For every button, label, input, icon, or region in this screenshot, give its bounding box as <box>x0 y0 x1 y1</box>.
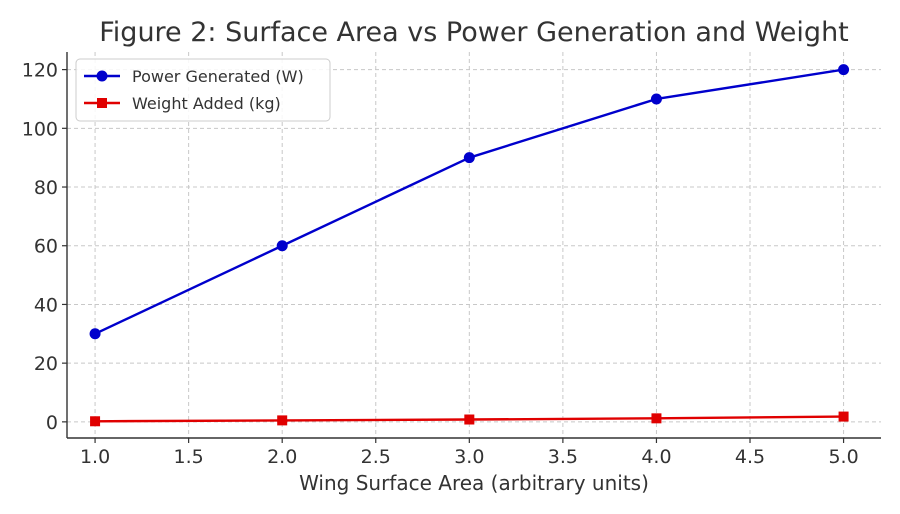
x-tick-label: 4.0 <box>641 446 671 468</box>
x-tick-label: 1.0 <box>80 446 110 468</box>
x-ticks: 1.0 1.5 2.0 2.5 3.0 3.5 4.0 4.5 5.0 <box>80 438 859 468</box>
data-point <box>276 240 288 252</box>
data-point <box>464 414 475 425</box>
series-weight-added-kg <box>90 411 849 427</box>
data-point <box>651 413 662 424</box>
x-tick-label: 2.0 <box>267 446 297 468</box>
axes <box>66 52 881 439</box>
legend-marker <box>96 70 108 82</box>
data-point <box>650 93 662 105</box>
data-point <box>838 411 849 422</box>
data-point <box>838 64 850 76</box>
legend-marker <box>97 98 107 108</box>
data-point <box>90 416 101 427</box>
legend-label: Weight Added (kg) <box>132 94 281 113</box>
y-tick-label: 40 <box>34 294 58 316</box>
x-tick-label: 3.5 <box>548 446 578 468</box>
y-tick-label: 120 <box>22 60 58 82</box>
y-tick-label: 80 <box>34 177 58 199</box>
y-tick-label: 20 <box>34 353 58 375</box>
series-power-generated-w <box>89 64 850 340</box>
legend-box <box>75 58 331 122</box>
series <box>89 64 850 427</box>
x-tick-label: 5.0 <box>828 446 858 468</box>
legend-item: Weight Added (kg) <box>84 94 281 113</box>
x-tick-label: 2.5 <box>361 446 391 468</box>
x-axis-label: Wing Surface Area (arbitrary units) <box>299 471 649 495</box>
legend-item: Power Generated (W) <box>84 67 304 86</box>
data-point <box>89 328 101 340</box>
y-ticks: 0 20 40 60 80 100 120 <box>22 60 67 434</box>
chart-title: Figure 2: Surface Area vs Power Generati… <box>99 17 849 48</box>
x-tick-label: 3.0 <box>454 446 484 468</box>
data-point <box>463 152 475 164</box>
x-tick-label: 4.5 <box>735 446 765 468</box>
legend: Power Generated (W) Weight Added (kg) <box>75 58 331 122</box>
y-tick-label: 0 <box>46 412 58 434</box>
y-tick-label: 100 <box>22 118 58 140</box>
legend-label: Power Generated (W) <box>132 67 304 86</box>
x-tick-label: 1.5 <box>174 446 204 468</box>
data-point <box>277 415 288 426</box>
y-tick-label: 60 <box>34 236 58 258</box>
